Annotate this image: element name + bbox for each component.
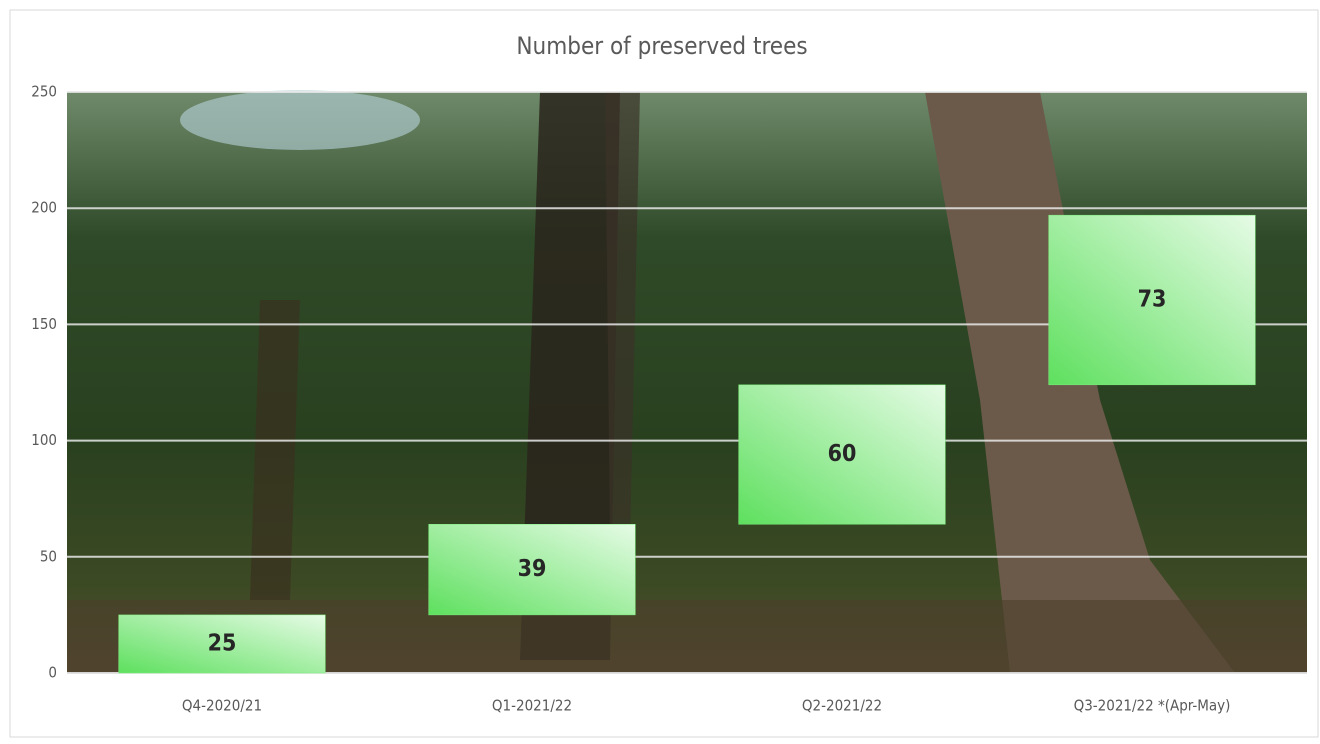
x-tick-label: Q1-2021/22 (492, 697, 572, 715)
x-tick-label: Q2-2021/22 (802, 697, 882, 715)
chart: Number of preserved trees 0 50 100 150 200 25… (0, 0, 1320, 740)
page: Number of preserved trees 0 50 100 150 200 25… (0, 0, 1320, 740)
x-tick-label: Q3-2021/22 *(Apr-May) (1074, 697, 1231, 715)
y-tick-label: 150 (31, 315, 57, 333)
y-tick-label: 0 (48, 664, 57, 682)
y-tick-label: 50 (40, 547, 57, 565)
data-label: 73 (1138, 286, 1167, 312)
x-tick-label: Q4-2020/21 (182, 697, 262, 715)
y-tick-label: 200 (31, 199, 57, 217)
data-label: 60 (828, 441, 857, 467)
y-tick-label: 250 (31, 83, 57, 101)
data-label: 39 (518, 556, 547, 582)
y-tick-label: 100 (31, 431, 57, 449)
chart-title: Number of preserved trees (516, 32, 807, 60)
data-label: 25 (208, 630, 237, 656)
